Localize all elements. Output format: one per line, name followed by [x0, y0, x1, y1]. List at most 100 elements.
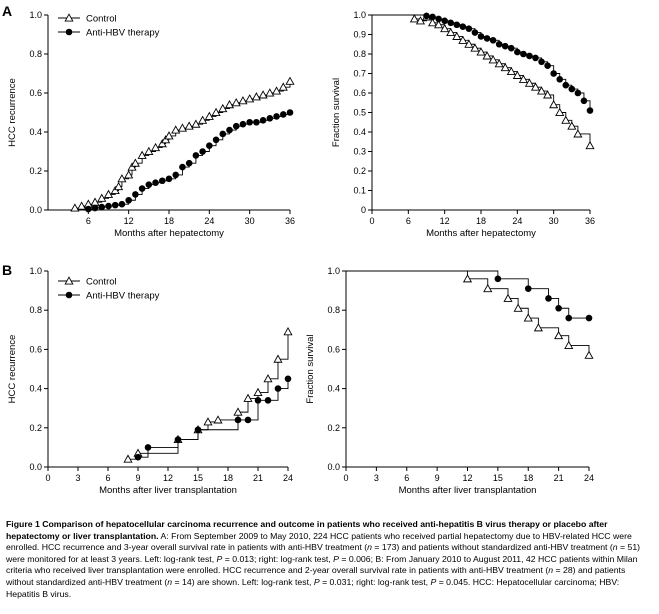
legend-label: Control [86, 14, 117, 25]
data-point-control [494, 59, 504, 68]
data-point-anti-hbv-therapy [266, 115, 274, 122]
y-tick-label: 0.5 [353, 108, 366, 118]
x-tick-label: 18 [164, 216, 174, 226]
data-point-anti-hbv-therapy [550, 70, 557, 77]
chart-b-right: 0.0 0.2 0.4 0.6 0.8 1.0 0 3 6 9 12 15 18 21 24 Months a… [305, 266, 594, 496]
data-point-anti-hbv-therapy [585, 314, 593, 322]
data-point-anti-hbv-therapy [172, 171, 180, 179]
data-point-anti-hbv-therapy [118, 200, 126, 208]
data-point-anti-hbv-therapy [273, 113, 280, 120]
data-point-control [476, 47, 486, 56]
data-point-control [258, 90, 268, 99]
data-point-control [110, 185, 120, 194]
series-line-anti-hbv-therapy [372, 14, 591, 111]
y-tick-label: 0.2 [353, 166, 366, 176]
data-point-control [117, 174, 127, 183]
data-point-control [273, 354, 283, 363]
data-point-anti-hbv-therapy [174, 436, 182, 443]
data-point-control [488, 55, 498, 64]
data-point-anti-hbv-therapy [586, 107, 594, 114]
data-point-anti-hbv-therapy [264, 397, 272, 404]
data-point-anti-hbv-therapy [239, 120, 247, 128]
data-point-anti-hbv-therapy [477, 33, 485, 40]
data-point-anti-hbv-therapy [545, 295, 552, 302]
panel-letter-b: B [2, 262, 12, 278]
data-point-control [130, 158, 140, 167]
x-tick-label: 6 [406, 216, 411, 226]
x-tick-label: 18 [523, 473, 533, 483]
data-point-control [144, 146, 154, 155]
data-point-anti-hbv-therapy [144, 444, 152, 451]
data-point-control [127, 162, 137, 171]
x-tick-label: 12 [124, 216, 134, 226]
data-point-anti-hbv-therapy [514, 48, 521, 56]
series-line-anti-hbv-therapy [138, 378, 289, 458]
data-point-anti-hbv-therapy [447, 19, 455, 27]
data-point-control [171, 125, 181, 134]
x-tick-label: 6 [86, 216, 91, 226]
series-line-control [128, 331, 289, 460]
data-point-control [198, 115, 208, 124]
data-point-anti-hbv-therapy [568, 85, 576, 93]
data-point-anti-hbv-therapy [526, 52, 533, 60]
data-point-control [238, 96, 248, 105]
x-tick-label: 24 [283, 473, 293, 483]
data-point-anti-hbv-therapy [91, 204, 99, 212]
data-point-control [213, 415, 223, 424]
data-point-control [150, 142, 161, 152]
data-point-control [184, 121, 194, 130]
legend-label: Anti-HBV therapy [86, 28, 160, 39]
data-point-anti-hbv-therapy [232, 122, 240, 130]
caption-body: A: From September 2009 to May 2010, 224 … [6, 530, 641, 599]
data-point-control [464, 39, 474, 48]
data-point-control [285, 76, 295, 85]
data-point-anti-hbv-therapy [279, 111, 287, 118]
data-point-control [409, 14, 419, 23]
data-point-control [549, 99, 559, 109]
data-point-control [124, 170, 134, 179]
data-point-anti-hbv-therapy [105, 202, 112, 210]
x-tick-label: 18 [476, 216, 486, 226]
chart-a-right: 0 0.1 0.2 0.3 0.4 0.5 0.6 0.7 0.8 0.9 1.0 0 6 12 18 24 3… [331, 10, 595, 239]
x-tick-label: 24 [204, 216, 214, 226]
data-point-anti-hbv-therapy [259, 117, 267, 124]
x-tick-label: 30 [245, 216, 255, 226]
data-point-anti-hbv-therapy [199, 148, 206, 155]
data-point-control [191, 119, 201, 128]
data-point-control [224, 99, 235, 109]
data-point-control [567, 121, 577, 130]
data-point-control [513, 303, 523, 312]
data-point-control [434, 20, 444, 29]
data-point-control [211, 107, 221, 116]
data-point-anti-hbv-therapy [98, 203, 106, 211]
data-point-anti-hbv-therapy [152, 179, 159, 186]
x-axis-label: Months after liver transplantation [399, 485, 537, 496]
data-point-control [470, 43, 480, 52]
y-tick-label: 0.8 [353, 49, 366, 59]
x-tick-label: 36 [585, 216, 595, 226]
y-axis-label: HCC recurrence [7, 335, 18, 404]
data-point-control [452, 31, 462, 40]
data-point-control [483, 283, 493, 293]
legend-marker-anti-hbv [65, 28, 73, 36]
chart-b-left: 0.0 0.2 0.4 0.6 0.8 1.0 0 3 6 9 12 15 18 21 24 Months a… [7, 266, 293, 496]
data-point-control [584, 350, 594, 359]
data-point-anti-hbv-therapy [494, 275, 502, 283]
y-tick-label: 0.3 [353, 147, 366, 157]
data-point-anti-hbv-therapy [435, 15, 442, 23]
data-point-control [555, 107, 565, 116]
y-tick-label: 0.1 [353, 186, 366, 196]
data-point-control [251, 92, 261, 101]
data-point-control [137, 150, 147, 159]
x-tick-label: 12 [163, 473, 173, 483]
figure-caption: Figure 1 Comparison of hepatocellular ca… [6, 519, 654, 600]
data-point-control [533, 323, 543, 332]
data-point-anti-hbv-therapy [286, 109, 294, 116]
data-point-control [114, 181, 124, 191]
data-point-anti-hbv-therapy [507, 44, 515, 52]
x-axis-label: Months after hepatectomy [114, 228, 224, 239]
y-tick-label: 0.8 [327, 305, 340, 315]
data-point-anti-hbv-therapy [555, 304, 562, 312]
data-point-anti-hbv-therapy [125, 196, 132, 204]
x-tick-label: 6 [105, 473, 110, 483]
